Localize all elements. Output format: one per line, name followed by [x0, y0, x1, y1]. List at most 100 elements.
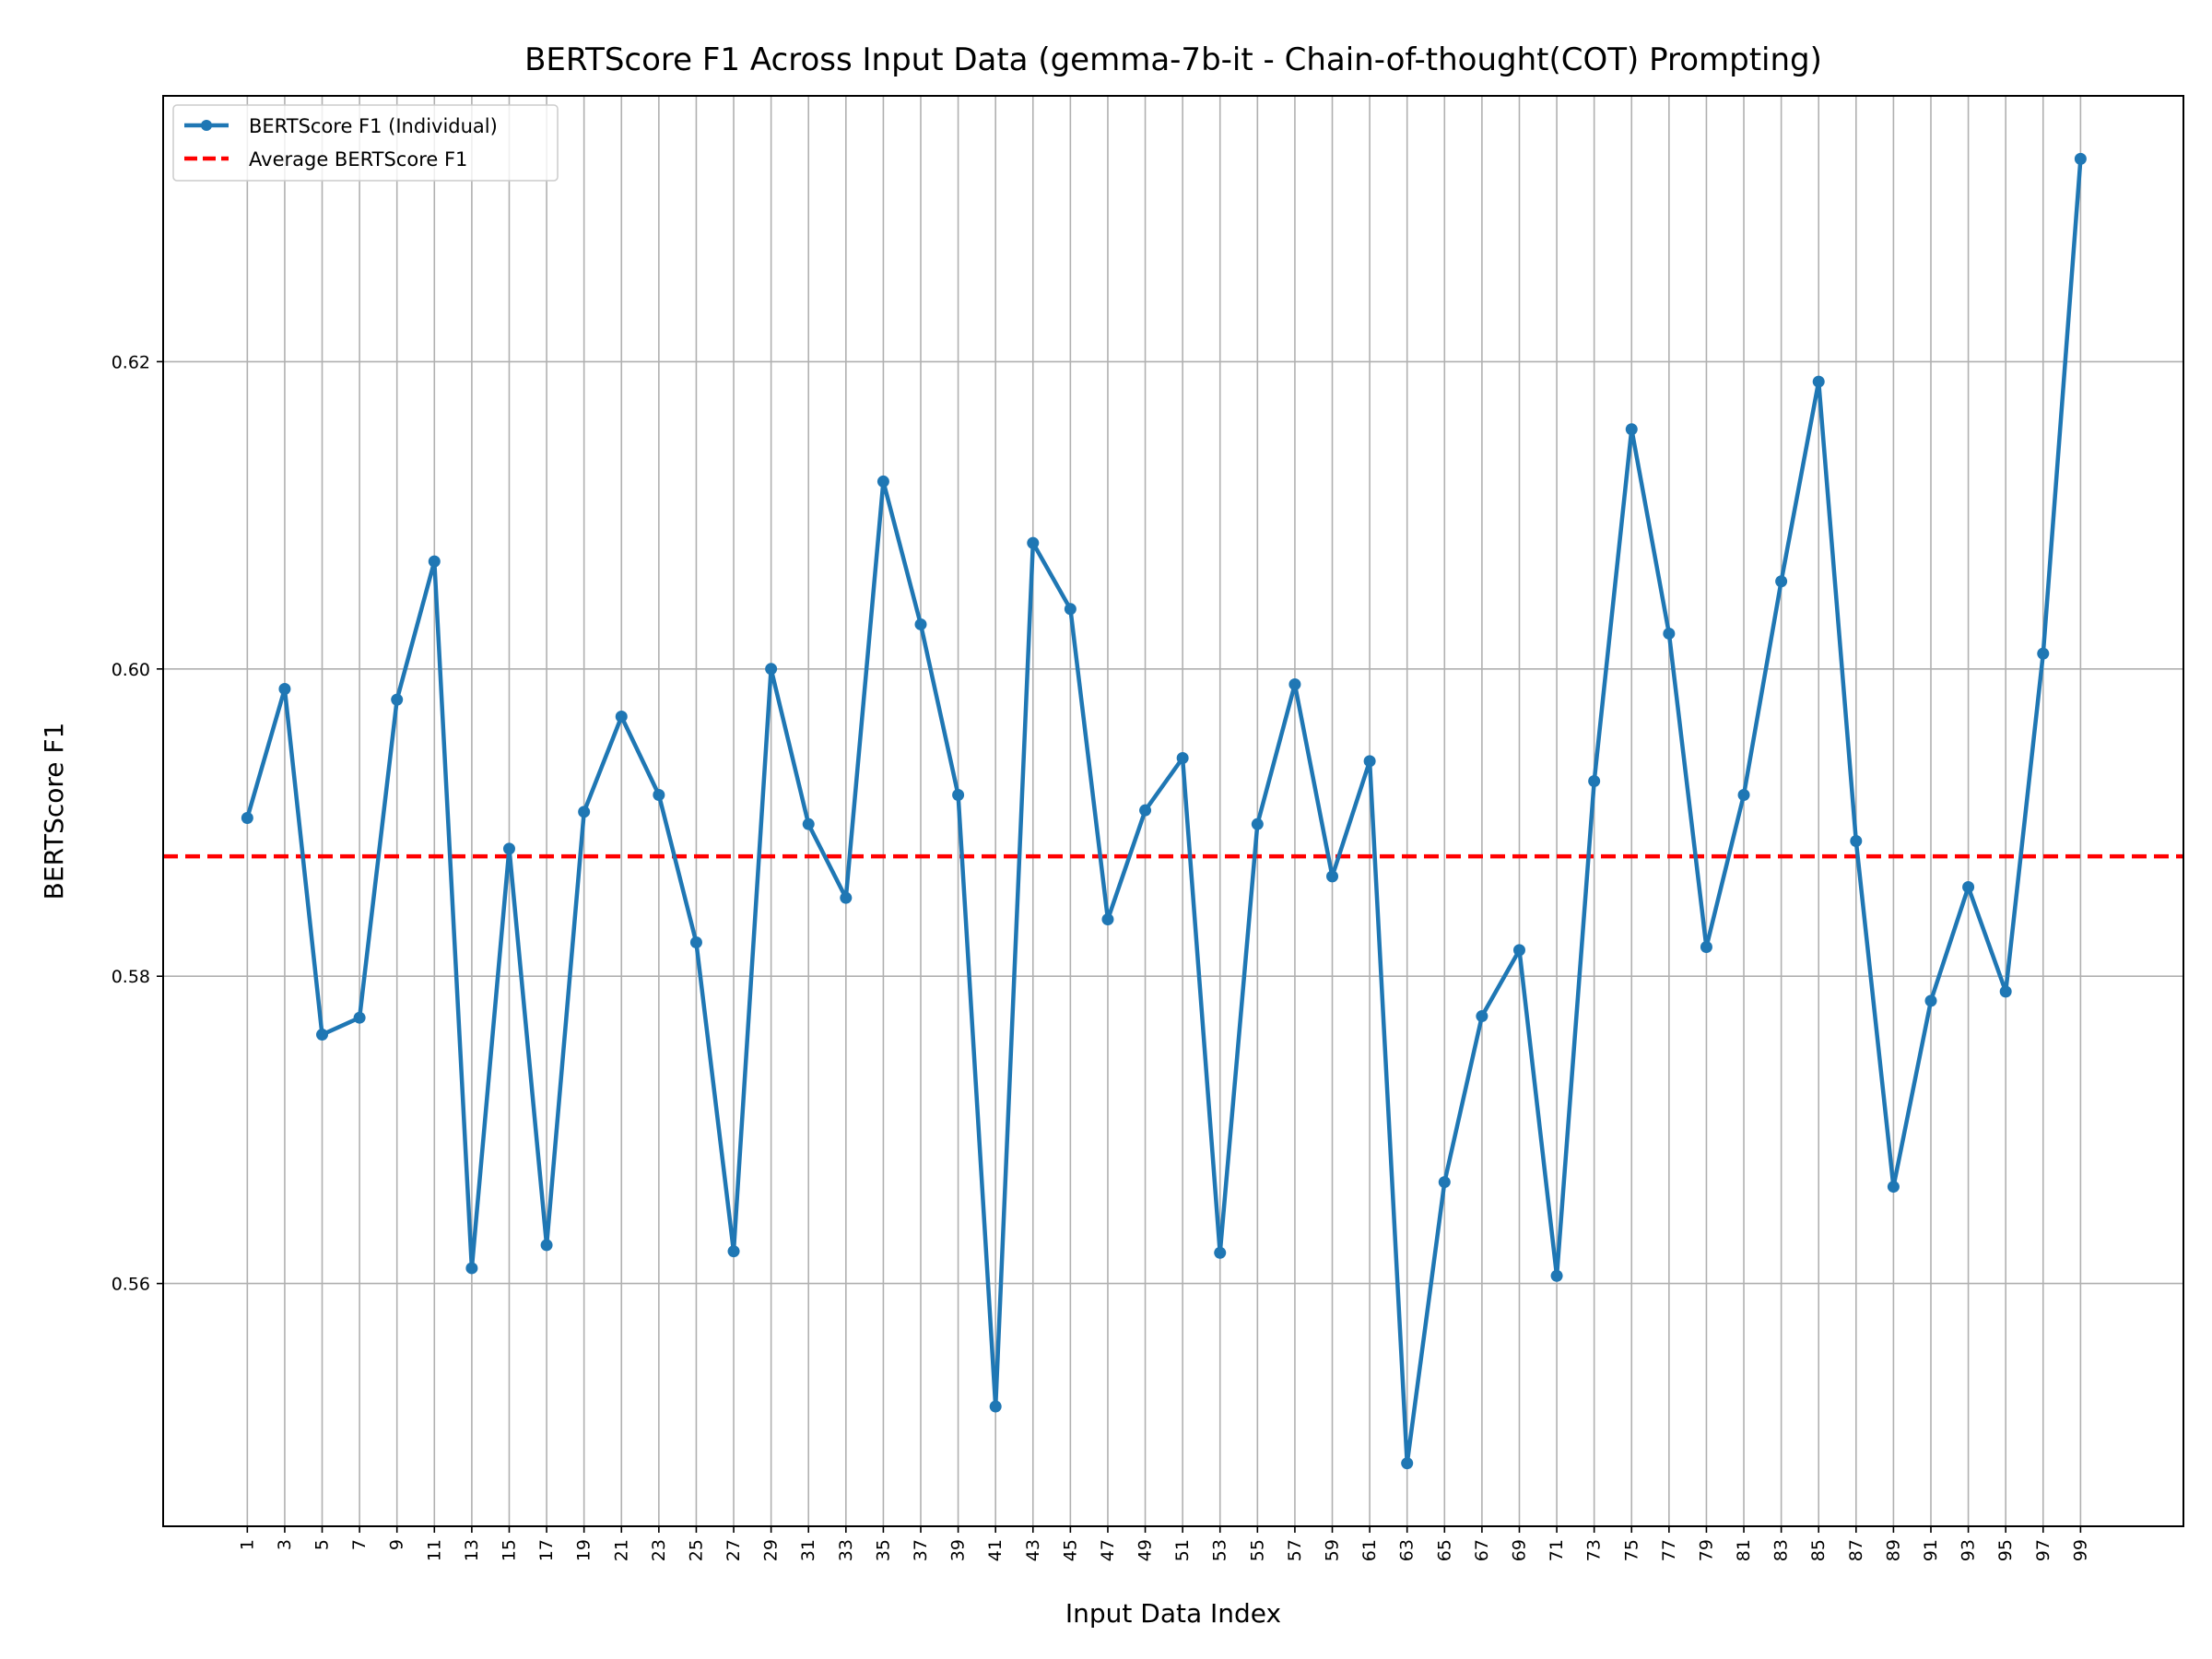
x-tick-label: 7 [349, 1539, 370, 1550]
data-point [391, 693, 404, 706]
chart-title: BERTScore F1 Across Input Data (gemma-7b… [524, 41, 1822, 78]
data-point [1476, 1010, 1488, 1023]
data-point [578, 806, 591, 818]
x-tick-label: 89 [1883, 1539, 1903, 1561]
x-tick-label: 45 [1060, 1539, 1080, 1561]
data-point [1251, 818, 1264, 830]
x-tick-label: 55 [1247, 1539, 1267, 1561]
data-point [1064, 603, 1077, 616]
data-point [952, 788, 965, 801]
data-point [1438, 1176, 1451, 1189]
x-tick-label: 3 [275, 1539, 295, 1550]
x-tick-label: 95 [1995, 1539, 2016, 1561]
data-point [1326, 870, 1339, 883]
data-point [802, 818, 815, 830]
x-tick-label: 23 [649, 1539, 669, 1561]
x-tick-label: 15 [499, 1539, 519, 1561]
data-point [353, 1011, 366, 1024]
x-tick-label: 97 [2033, 1539, 2053, 1561]
x-tick-label: 71 [1547, 1539, 1567, 1561]
x-tick-label: 17 [536, 1539, 557, 1561]
x-tick-label: 11 [424, 1539, 444, 1561]
y-axis: 0.56 0.58 0.60 0.62 [112, 352, 163, 1295]
x-tick-label: 99 [2070, 1539, 2090, 1561]
data-point [1027, 536, 1040, 549]
x-tick-label: 85 [1808, 1539, 1829, 1561]
data-point [689, 936, 702, 949]
x-tick-label: 59 [1323, 1539, 1343, 1561]
x-tick-label: 93 [1959, 1539, 1979, 1561]
x-tick-label: 27 [724, 1539, 744, 1561]
data-point [1288, 677, 1301, 690]
x-tick-label: 43 [1023, 1539, 1043, 1561]
x-tick-label: 19 [574, 1539, 594, 1561]
legend-label-individual: BERTScore F1 (Individual) [249, 115, 498, 137]
x-axis-label: Input Data Index [1065, 1598, 1281, 1629]
legend-box [172, 104, 559, 182]
x-tick-label: 41 [985, 1539, 1006, 1561]
x-tick-label: 53 [1210, 1539, 1230, 1561]
y-axis-label: BERTScore F1 [39, 723, 69, 900]
data-point [1924, 994, 1937, 1007]
legend-label-average: Average BERTScore F1 [249, 148, 467, 171]
data-point [989, 1400, 1002, 1413]
x-tick-label: 69 [1509, 1539, 1529, 1561]
x-tick-label: 79 [1696, 1539, 1716, 1561]
grid-lines [163, 96, 2183, 1526]
y-tick-label: 0.62 [112, 352, 150, 372]
x-tick-label: 39 [948, 1539, 969, 1561]
y-tick-label: 0.58 [112, 967, 150, 987]
data-point [1588, 774, 1601, 787]
x-tick-label: 33 [836, 1539, 856, 1561]
data-point [1962, 881, 1975, 894]
x-tick-label: 87 [1846, 1539, 1866, 1561]
x-tick-label: 25 [686, 1539, 706, 1561]
data-point [1850, 835, 1863, 848]
data-point [2037, 647, 2050, 660]
data-point [1812, 375, 1825, 388]
legend-marker-individual [201, 120, 212, 131]
x-tick-label: 67 [1472, 1539, 1492, 1561]
x-tick-label: 21 [611, 1539, 631, 1561]
x-tick-label: 37 [911, 1539, 931, 1561]
x-tick-label: 91 [1921, 1539, 1941, 1561]
legend: BERTScore F1 (Individual) Average BERTSc… [172, 104, 559, 182]
plot-frame [162, 95, 2184, 1527]
data-point [765, 663, 778, 676]
x-tick-label: 83 [1771, 1539, 1792, 1561]
data-point [1214, 1246, 1227, 1259]
data-point [2074, 152, 2087, 165]
data-point [465, 1262, 478, 1275]
data-point [615, 710, 628, 723]
series-line-individual [245, 159, 2083, 1465]
series-layer [241, 152, 2087, 1470]
x-axis: 1 3 5 7 9 11 13 15 17 19 21 23 25 27 29 31 33 35 37 39 41 43 4… [237, 1526, 2090, 1561]
data-point [502, 842, 515, 855]
x-tick-label: 77 [1659, 1539, 1679, 1561]
data-point [278, 682, 291, 695]
x-tick-label: 73 [1584, 1539, 1605, 1561]
data-point [1700, 941, 1712, 954]
x-tick-label: 9 [387, 1539, 407, 1550]
data-point [1176, 751, 1189, 764]
data-point [1737, 788, 1750, 801]
x-tick-label: 31 [798, 1539, 818, 1561]
data-point [1101, 913, 1114, 926]
data-point [1139, 804, 1152, 817]
data-point [540, 1239, 553, 1252]
x-tick-label: 49 [1135, 1539, 1156, 1561]
x-tick-label: 81 [1734, 1539, 1754, 1561]
data-point [316, 1029, 329, 1041]
x-tick-label: 63 [1397, 1539, 1418, 1561]
data-point [1625, 423, 1638, 436]
data-point [877, 475, 889, 488]
x-tick-label: 51 [1172, 1539, 1193, 1561]
x-tick-label: 5 [312, 1539, 333, 1550]
data-point [241, 812, 253, 825]
data-point [1512, 944, 1525, 957]
x-tick-label: 1 [237, 1539, 257, 1550]
x-tick-label: 61 [1359, 1539, 1380, 1561]
data-point [1663, 627, 1676, 640]
